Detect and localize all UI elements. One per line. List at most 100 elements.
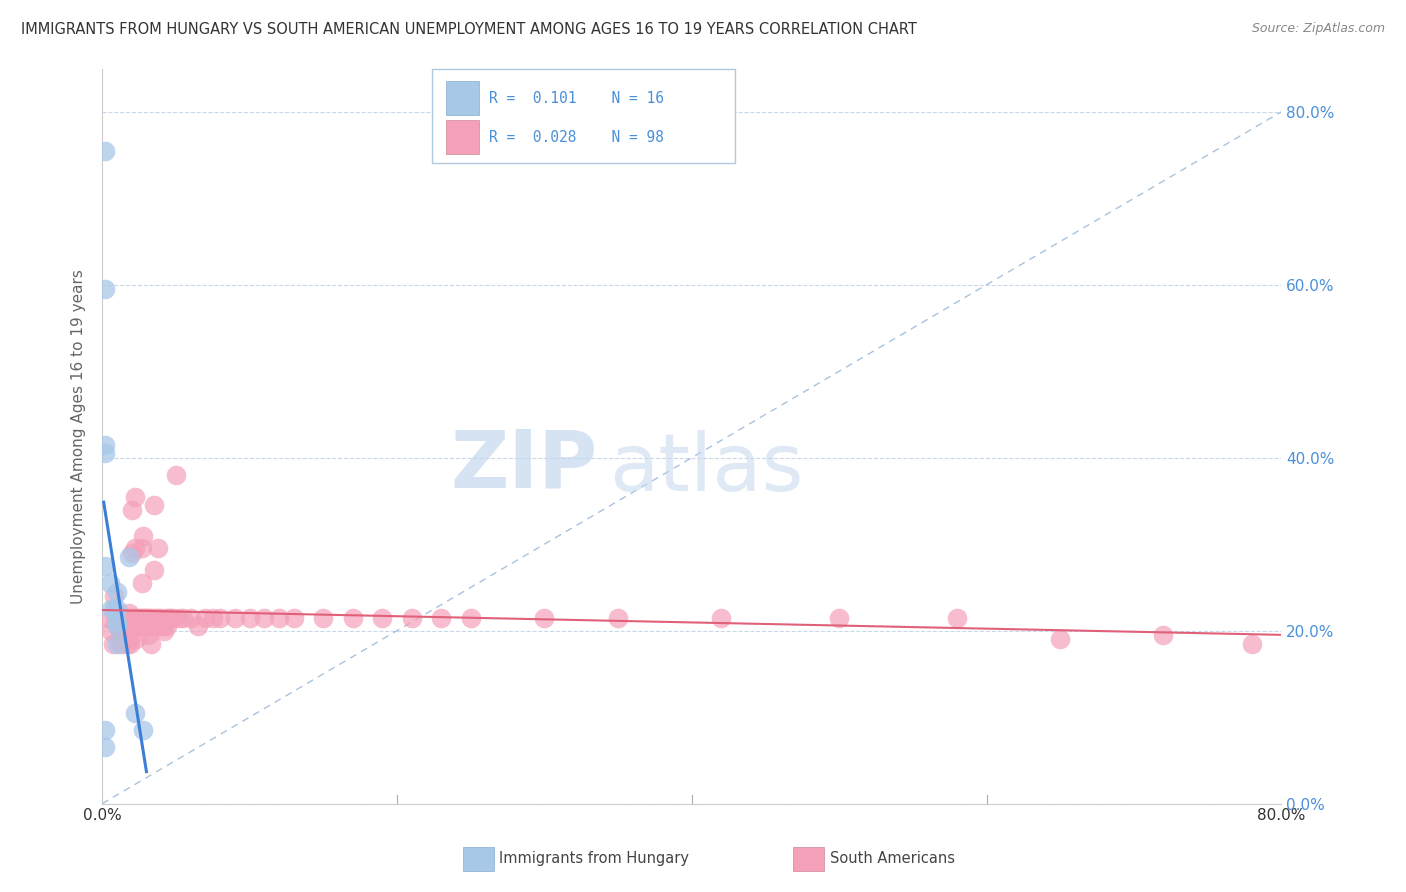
Point — [342, 610, 364, 624]
Point — [111, 632, 134, 647]
Point — [138, 610, 160, 624]
Point — [124, 490, 146, 504]
Point — [114, 610, 136, 624]
Point — [159, 610, 181, 624]
Point — [139, 637, 162, 651]
Point — [104, 615, 127, 629]
Y-axis label: Unemployment Among Ages 16 to 19 years: Unemployment Among Ages 16 to 19 years — [72, 268, 86, 604]
Point — [283, 610, 305, 624]
Point — [124, 541, 146, 556]
Point — [430, 610, 453, 624]
Point — [1049, 632, 1071, 647]
Point — [157, 610, 180, 624]
Point — [253, 610, 276, 624]
Point — [187, 619, 209, 633]
Point — [460, 610, 482, 624]
Point — [132, 723, 155, 738]
Point — [110, 610, 132, 624]
Point — [103, 589, 125, 603]
Point — [165, 467, 187, 482]
Point — [141, 610, 163, 624]
Point — [127, 619, 149, 633]
Point — [121, 502, 143, 516]
Point — [533, 610, 555, 624]
Point — [135, 619, 157, 633]
Point — [148, 541, 170, 556]
Text: R =  0.101    N = 16: R = 0.101 N = 16 — [489, 91, 664, 105]
Point — [129, 610, 152, 624]
Point — [97, 610, 120, 624]
Point — [118, 632, 141, 647]
Point — [108, 624, 131, 638]
Point — [710, 610, 733, 624]
Point — [100, 602, 122, 616]
Text: atlas: atlas — [609, 430, 804, 508]
Point — [125, 610, 148, 624]
Text: ZIP: ZIP — [450, 426, 598, 505]
Point — [155, 610, 177, 624]
Point — [101, 637, 124, 651]
Point — [100, 624, 122, 638]
Point — [128, 619, 150, 633]
Point — [150, 610, 173, 624]
Point — [142, 563, 165, 577]
Point — [122, 619, 145, 633]
Point — [136, 610, 159, 624]
Point — [134, 610, 156, 624]
Point — [120, 637, 142, 651]
Point — [312, 610, 335, 624]
Text: Immigrants from Hungary: Immigrants from Hungary — [499, 852, 689, 866]
Point — [401, 610, 423, 624]
Point — [180, 610, 202, 624]
Point — [94, 144, 117, 158]
Point — [107, 619, 129, 633]
Point — [128, 610, 150, 624]
Point — [172, 610, 194, 624]
Point — [105, 615, 128, 629]
Point — [105, 637, 128, 651]
Text: R =  0.028    N = 98: R = 0.028 N = 98 — [489, 130, 664, 145]
Text: Source: ZipAtlas.com: Source: ZipAtlas.com — [1251, 22, 1385, 36]
Point — [142, 498, 165, 512]
Point — [239, 610, 262, 624]
Point — [114, 624, 136, 638]
Point — [118, 607, 141, 621]
Point — [131, 541, 153, 556]
Point — [1153, 628, 1175, 642]
Point — [153, 624, 176, 638]
Point — [105, 584, 128, 599]
Point — [105, 602, 128, 616]
Point — [132, 528, 155, 542]
Point — [209, 610, 232, 624]
Point — [132, 610, 155, 624]
Point — [112, 624, 135, 638]
Point — [201, 610, 224, 624]
Point — [143, 610, 166, 624]
Point — [135, 610, 157, 624]
Point — [94, 558, 117, 573]
Point — [1240, 637, 1263, 651]
Point — [946, 610, 969, 624]
Point — [124, 706, 146, 720]
Point — [194, 610, 217, 624]
Point — [110, 637, 132, 651]
Text: IMMIGRANTS FROM HUNGARY VS SOUTH AMERICAN UNEMPLOYMENT AMONG AGES 16 TO 19 YEARS: IMMIGRANTS FROM HUNGARY VS SOUTH AMERICA… — [21, 22, 917, 37]
Point — [94, 740, 117, 755]
Point — [607, 610, 630, 624]
Point — [94, 723, 117, 738]
Point — [94, 446, 117, 460]
Point — [149, 619, 172, 633]
Point — [148, 610, 170, 624]
Point — [117, 610, 139, 624]
Point — [121, 546, 143, 560]
Point — [122, 610, 145, 624]
Point — [103, 602, 125, 616]
Point — [156, 619, 179, 633]
Point — [145, 619, 167, 633]
Point — [136, 628, 159, 642]
Point — [120, 610, 142, 624]
Point — [267, 610, 290, 624]
Text: South Americans: South Americans — [830, 852, 955, 866]
Point — [107, 610, 129, 624]
Point — [132, 619, 155, 633]
